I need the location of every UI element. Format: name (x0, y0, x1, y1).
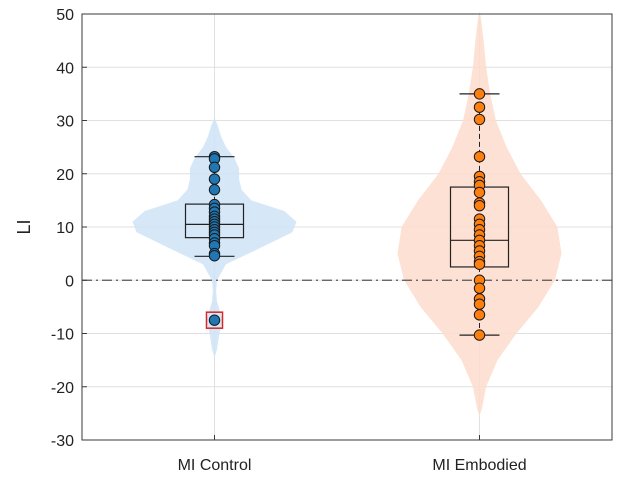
y-tick-label: 40 (56, 60, 74, 77)
x-tick-labels: MI Control MI Embodied (178, 435, 527, 474)
y-tick-label: 0 (65, 273, 74, 290)
y-tick-labels: -30 -20 -10 0 10 20 30 40 50 (51, 7, 87, 450)
x-tick-label: MI Control (178, 457, 252, 474)
outlier-point (208, 314, 221, 326)
data-point (208, 173, 221, 185)
data-point (208, 161, 221, 174)
y-tick-label: 30 (56, 114, 74, 131)
y-axis-label: LI (14, 219, 34, 234)
data-point (473, 298, 486, 310)
data-point (473, 282, 486, 294)
data-points (205, 88, 486, 341)
data-point (473, 329, 486, 341)
data-point (473, 113, 486, 126)
data-point (473, 258, 486, 270)
data-point (473, 101, 486, 113)
plot-frame (81, 13, 613, 441)
data-point (473, 186, 486, 199)
y-tick-label: -10 (51, 327, 74, 344)
data-point (473, 151, 486, 163)
data-point (473, 88, 486, 100)
data-point (208, 250, 221, 262)
y-tick-label: 20 (56, 167, 74, 184)
y-tick-label: 10 (56, 220, 74, 237)
y-tick-label: 50 (56, 7, 74, 24)
data-point (208, 184, 221, 196)
y-tick-label: -20 (51, 380, 74, 397)
y-tick-label: -30 (51, 433, 74, 450)
x-tick-label: MI Embodied (432, 457, 526, 474)
data-point (473, 200, 486, 212)
outlier-marker (205, 311, 224, 329)
data-point (473, 309, 486, 321)
